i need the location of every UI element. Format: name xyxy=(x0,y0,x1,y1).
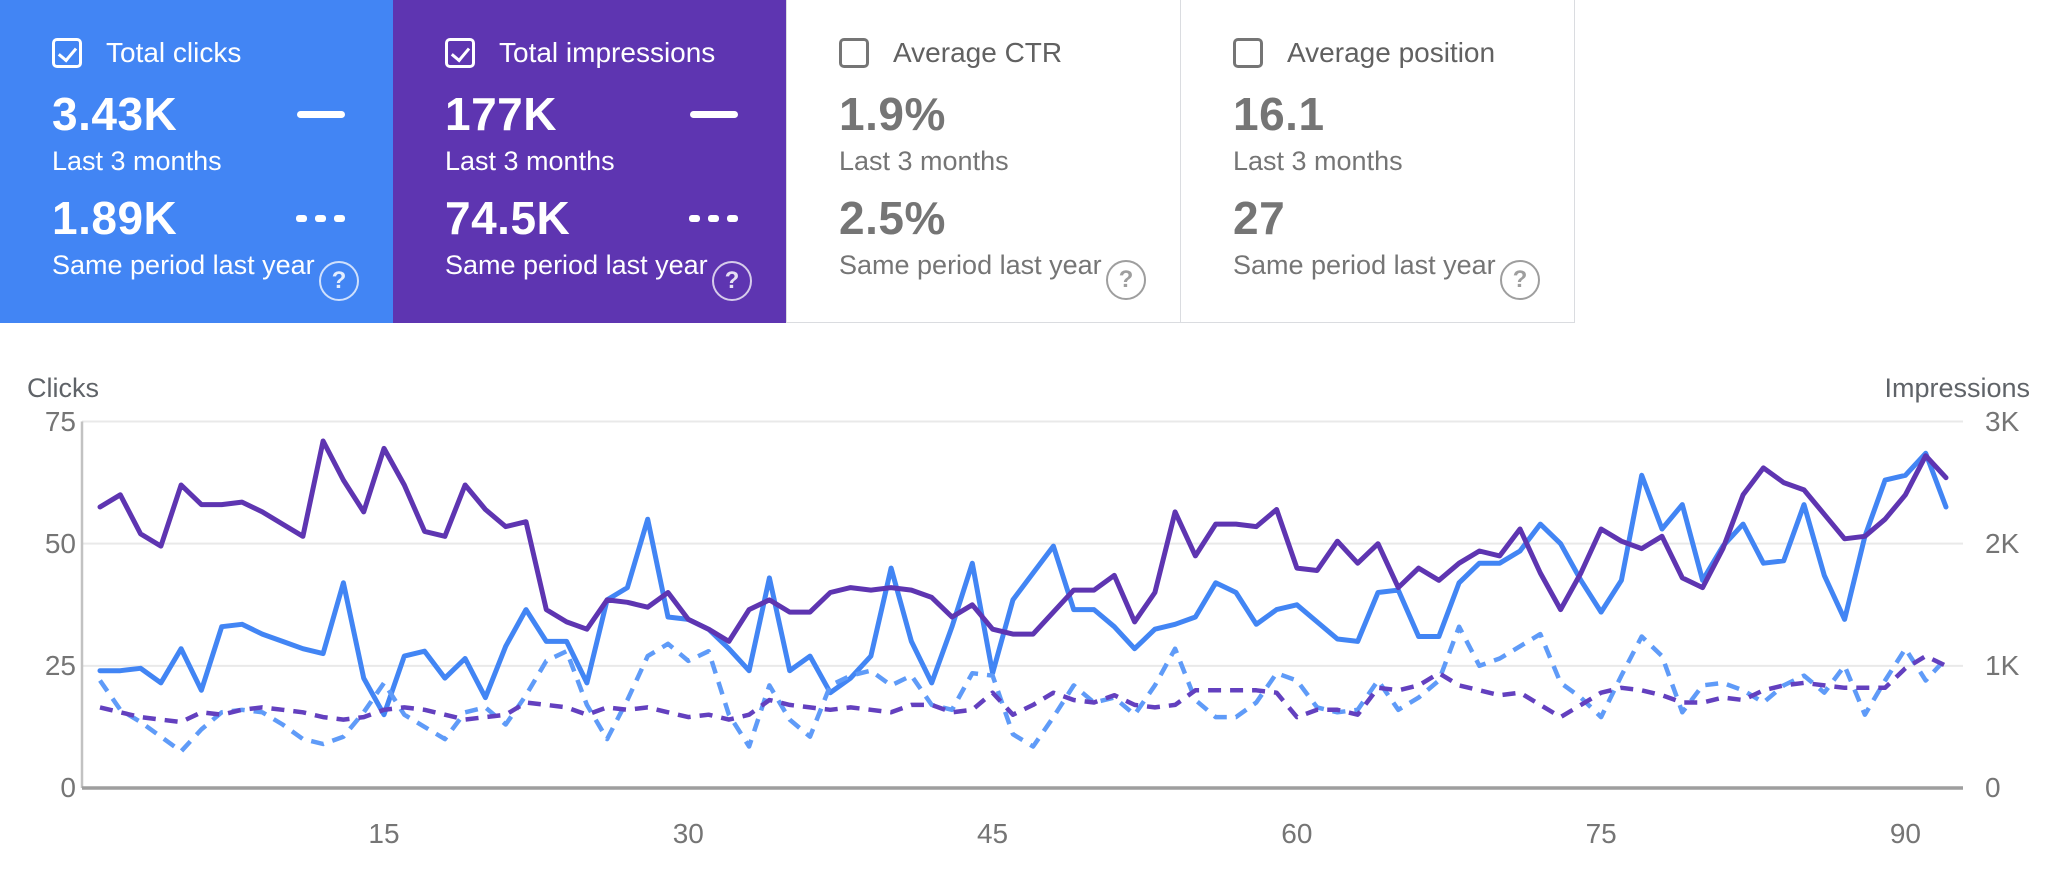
secondary-value-row: 27 xyxy=(1233,192,1574,244)
right-axis-title: Impressions xyxy=(1884,373,2030,403)
secondary-value-row: 2.5% xyxy=(839,192,1180,244)
checkbox-checked-icon[interactable] xyxy=(445,38,475,68)
checkbox-unchecked-icon[interactable] xyxy=(1233,38,1263,68)
card-total-clicks-header: Total clicks xyxy=(52,36,393,70)
primary-value-row: 16.1 xyxy=(1233,88,1574,140)
tick-label: 75 xyxy=(44,405,76,437)
help-icon[interactable]: ? xyxy=(1106,260,1146,300)
primary-caption: Last 3 months xyxy=(1233,146,1403,176)
dashed-line-legend-icon xyxy=(689,214,738,222)
dashed-line-legend-icon xyxy=(296,214,345,222)
secondary-value-row: 74.5K xyxy=(445,192,786,244)
card-average-ctr[interactable]: Average CTR 1.9% Last 3 months 2.5% Same… xyxy=(786,0,1180,323)
card-average-position-header: Average position xyxy=(1233,36,1574,70)
secondary-value-row: 1.89K xyxy=(52,192,393,244)
secondary-caption: Same period last year xyxy=(839,250,1102,280)
chart-plot-area[interactable] xyxy=(0,323,2048,876)
card-total-clicks[interactable]: Total clicks 3.43K Last 3 months 1.89K S… xyxy=(0,0,393,323)
tick-label: 60 xyxy=(1281,818,1313,849)
help-icon[interactable]: ? xyxy=(319,261,359,301)
tick-label: 1K xyxy=(1985,649,2020,681)
primary-value: 1.9% xyxy=(839,88,946,140)
checkmark-icon xyxy=(450,42,471,63)
tick-label: 75 xyxy=(1585,818,1617,849)
left-axis-title: Clicks xyxy=(27,373,99,403)
performance-line-chart: Clicks Impressions 75 50 25 0 3K 2K 1K 0 15 30 45 6… xyxy=(0,323,2048,876)
primary-value: 177K xyxy=(445,88,557,140)
tick-label: 3K xyxy=(1985,405,2020,437)
solid-line-legend-icon xyxy=(690,110,738,118)
help-icon[interactable]: ? xyxy=(712,261,752,301)
secondary-value: 27 xyxy=(1233,192,1286,244)
card-average-ctr-header: Average CTR xyxy=(839,36,1180,70)
tick-label: 30 xyxy=(672,818,704,849)
primary-value-row: 1.9% xyxy=(839,88,1180,140)
primary-value-row: 177K xyxy=(445,88,786,140)
tick-label: 45 xyxy=(976,818,1009,849)
card-label: Average position xyxy=(1287,37,1496,68)
secondary-value: 2.5% xyxy=(839,192,946,244)
checkbox-checked-icon[interactable] xyxy=(52,38,82,68)
card-total-impressions[interactable]: Total impressions 177K Last 3 months 74.… xyxy=(393,0,786,323)
primary-value: 16.1 xyxy=(1233,88,1325,140)
secondary-caption: Same period last year xyxy=(52,250,315,280)
checkbox-unchecked-icon[interactable] xyxy=(839,38,869,68)
primary-value: 3.43K xyxy=(52,88,178,140)
tick-label: 2K xyxy=(1985,527,2020,559)
help-icon[interactable]: ? xyxy=(1500,260,1540,300)
primary-value-row: 3.43K xyxy=(52,88,393,140)
card-total-impressions-header: Total impressions xyxy=(445,36,786,70)
secondary-caption: Same period last year xyxy=(445,250,708,280)
secondary-value: 1.89K xyxy=(52,192,178,244)
primary-caption: Last 3 months xyxy=(839,146,1009,176)
primary-caption: Last 3 months xyxy=(445,146,615,176)
card-label: Average CTR xyxy=(893,37,1063,68)
secondary-value: 74.5K xyxy=(445,192,571,244)
tick-label: 15 xyxy=(368,818,400,849)
tick-label: 0 xyxy=(60,772,76,803)
tick-label: 50 xyxy=(44,527,76,559)
tick-label: 90 xyxy=(1889,818,1921,849)
tick-label: 25 xyxy=(44,649,76,681)
secondary-caption: Same period last year xyxy=(1233,250,1496,280)
card-label: Total clicks xyxy=(106,37,242,68)
checkmark-icon xyxy=(57,42,78,63)
card-average-position[interactable]: Average position 16.1 Last 3 months 27 S… xyxy=(1180,0,1575,323)
card-label: Total impressions xyxy=(499,37,716,68)
primary-caption: Last 3 months xyxy=(52,146,222,176)
metric-cards-row: Total clicks 3.43K Last 3 months 1.89K S… xyxy=(0,0,1575,323)
tick-label: 0 xyxy=(1985,772,2001,803)
solid-line-legend-icon xyxy=(297,110,345,118)
